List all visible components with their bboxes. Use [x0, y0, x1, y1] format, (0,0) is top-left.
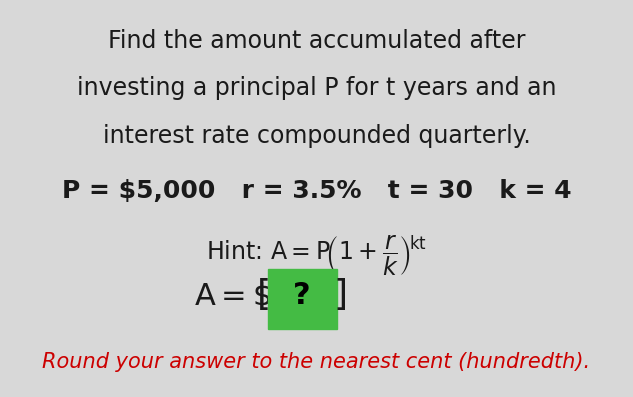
Text: Hint: $\mathrm{A} = \mathrm{P}\!\left(1 + \dfrac{r}{k}\right)^{\!\mathrm{kt}}$: Hint: $\mathrm{A} = \mathrm{P}\!\left(1 …	[206, 234, 427, 278]
Text: P = $5,000   r = 3.5%   t = 30   k = 4: P = $5,000 r = 3.5% t = 30 k = 4	[61, 179, 572, 203]
Text: Find the amount accumulated after: Find the amount accumulated after	[108, 29, 525, 53]
FancyBboxPatch shape	[268, 270, 337, 329]
Text: ?: ?	[293, 281, 311, 310]
Text: $\mathrm{A} = \$$: $\mathrm{A} = \$$	[194, 279, 271, 310]
Text: [: [	[256, 278, 271, 312]
Text: investing a principal P for t years and an: investing a principal P for t years and …	[77, 76, 556, 100]
Text: Round your answer to the nearest cent (hundredth).: Round your answer to the nearest cent (h…	[42, 352, 591, 372]
Text: ]: ]	[334, 278, 348, 312]
Text: interest rate compounded quarterly.: interest rate compounded quarterly.	[103, 123, 530, 148]
